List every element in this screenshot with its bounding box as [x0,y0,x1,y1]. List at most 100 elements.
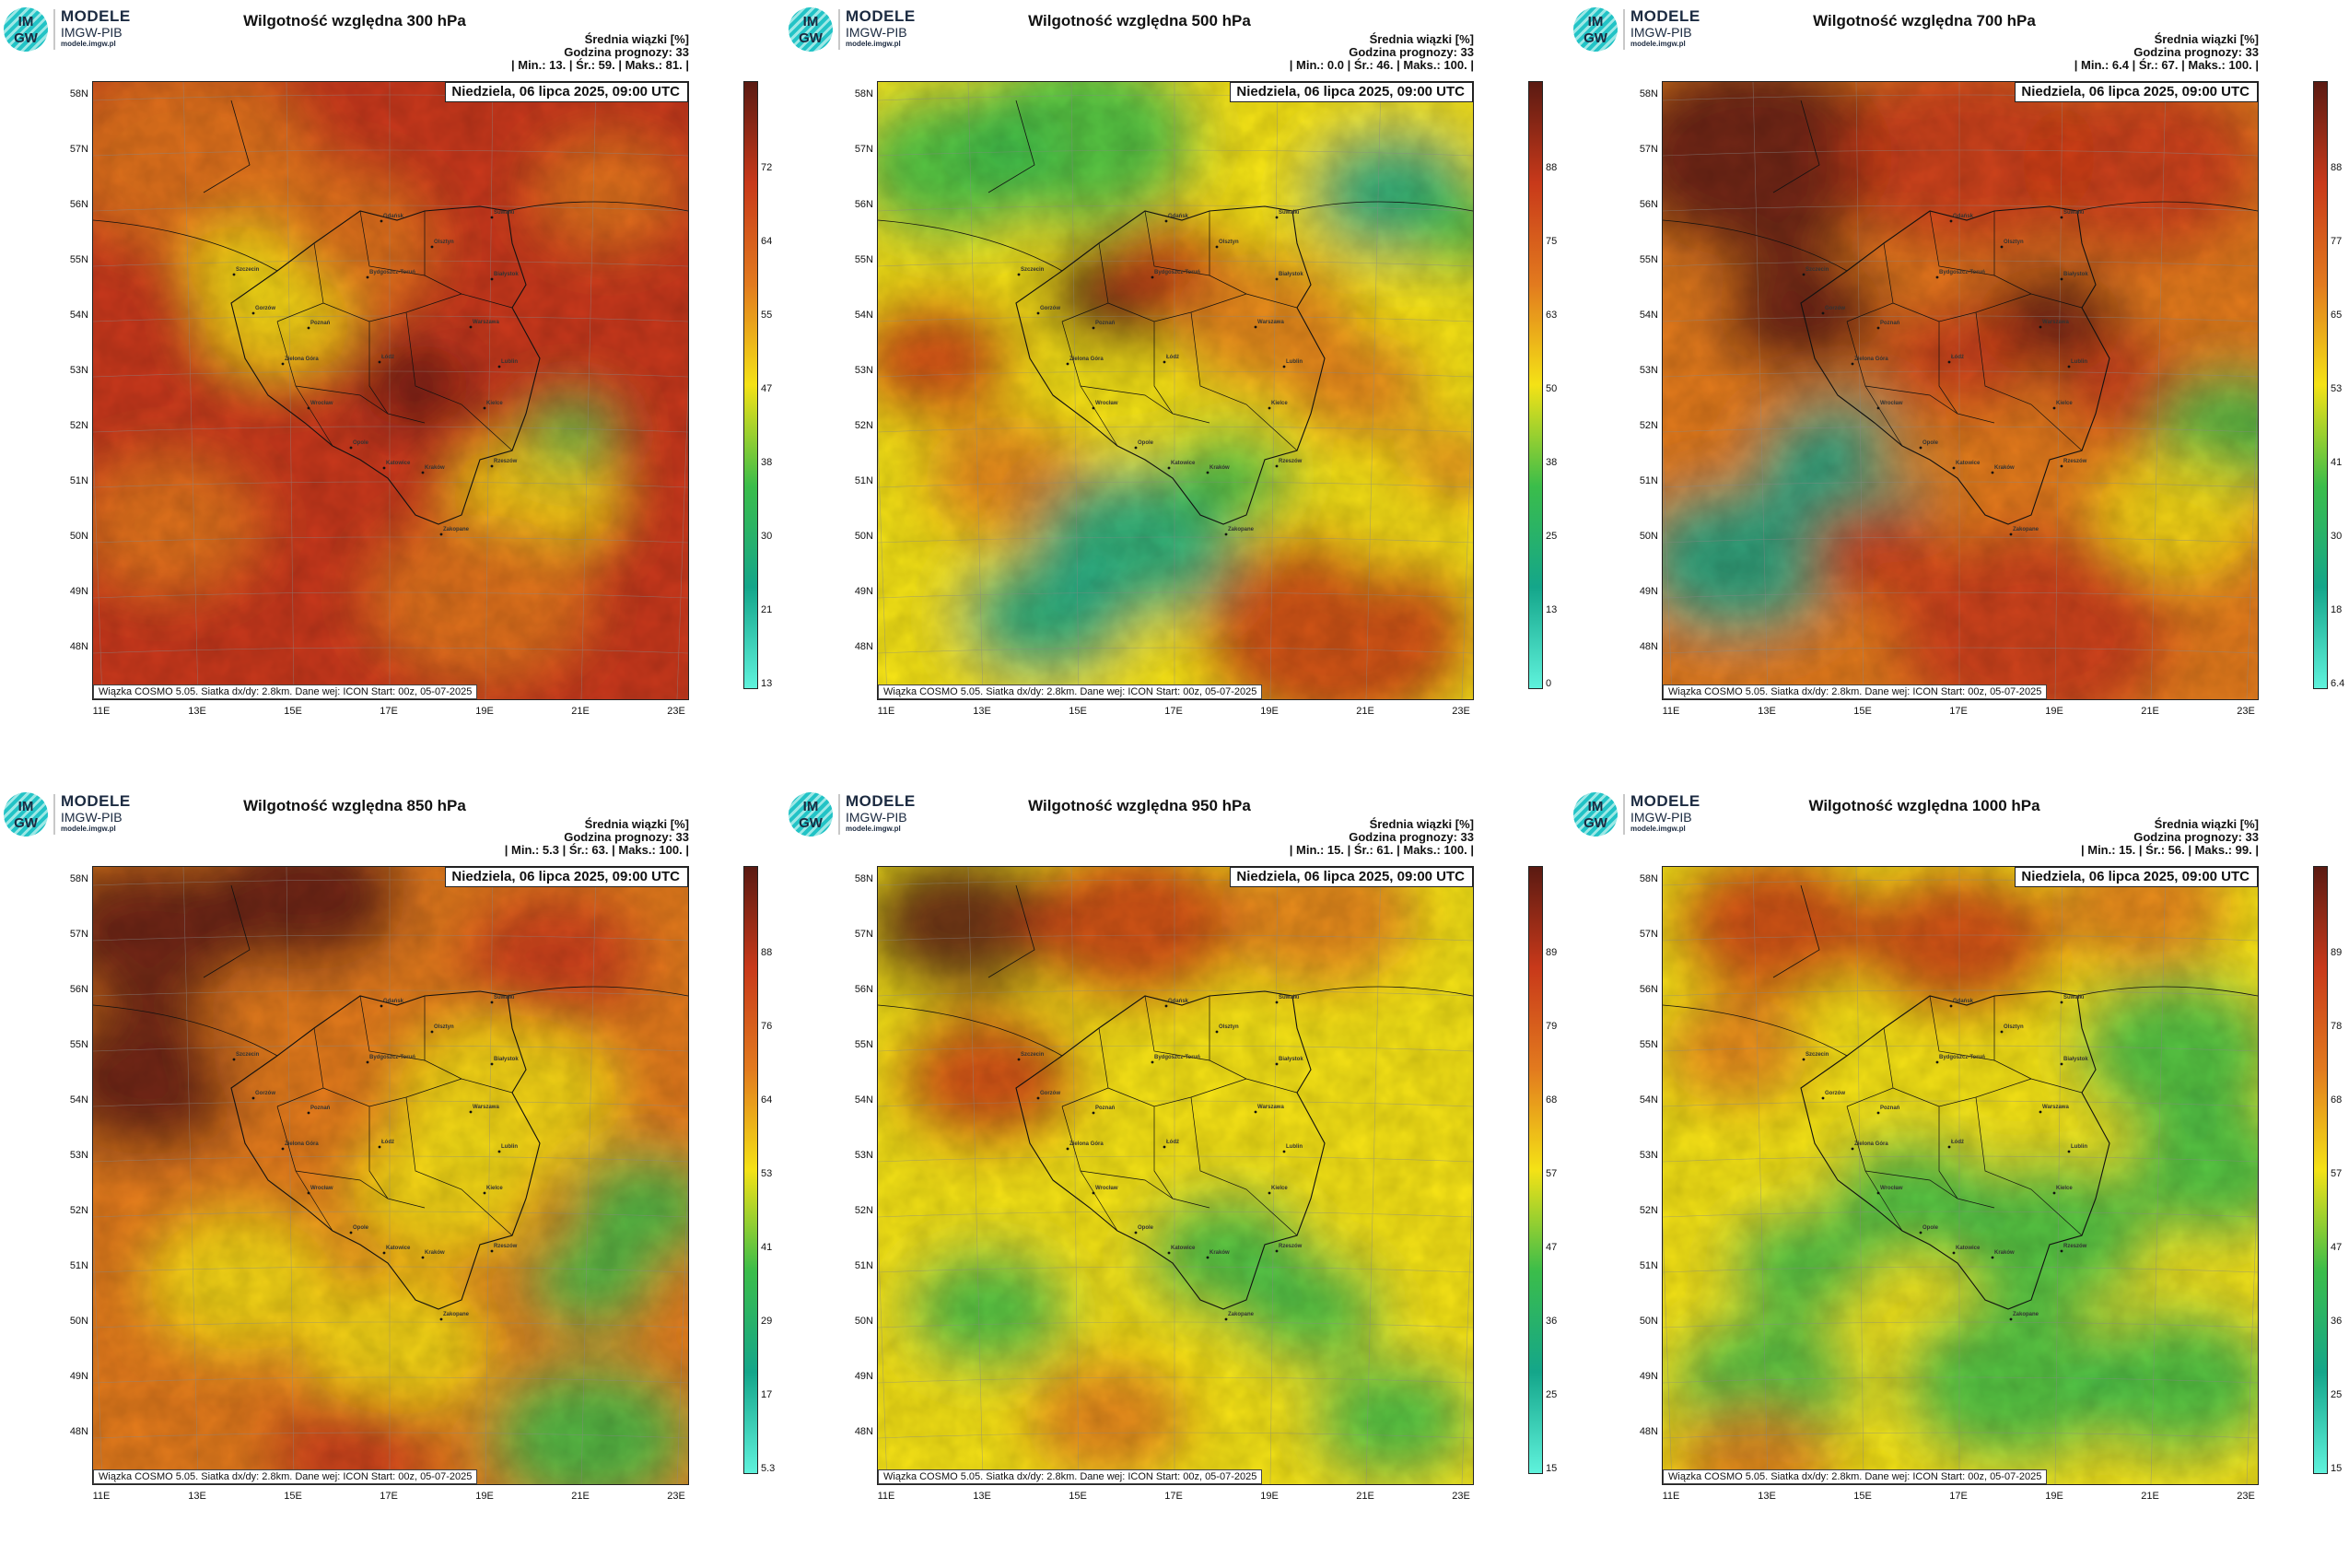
colorbar-label: 72 [761,162,773,173]
map-title: Wilgotność względna 1000 hPa [1808,797,2040,814]
city-label: Kraków [1210,465,1230,471]
city-marker [490,1000,494,1004]
region-border [1080,1170,1210,1209]
city-label: Olsztyn [434,240,454,245]
region-border [1975,311,2083,451]
city-label: Warszawa [1257,320,1284,325]
city-label: Warszawa [2042,1105,2069,1110]
city-label: Opole [1138,1225,1154,1231]
longitude-line [967,82,984,699]
city-marker [497,1150,501,1153]
colorbar-label: 50 [1546,383,1558,394]
latitude-line [878,989,1473,997]
colorbar-label: 36 [2331,1316,2343,1327]
city-marker [380,1004,383,1008]
city-label: Lublin [2071,359,2087,365]
longitude-line [1461,1167,1473,1484]
region-border [424,996,513,1094]
city-label: Kraków [425,1250,445,1256]
city-label: Gorzów [255,1091,275,1096]
forecast-hour: Godzina prognozy: 33 [1349,45,1474,59]
city-marker [1215,1030,1219,1034]
city-marker [430,1030,434,1034]
colorbar-label: 53 [761,1168,773,1179]
city-marker [1254,325,1257,329]
humidity-field: Gdańsk Olsztyn Suwałki Szczecin Bydgoszcz-To… [93,82,688,699]
region-border [359,995,426,1061]
city-marker [1163,360,1166,364]
colorbar-label: 38 [761,457,773,468]
city-label: Rzeszów [494,1244,518,1249]
city-label: Olsztyn [1219,1024,1239,1030]
humidity-field: Gdańsk Olsztyn Suwałki Szczecin Bydgoszcz-To… [93,867,688,1484]
map-area: Gdańsk Olsztyn Suwałki Szczecin Bydgoszcz-To… [877,81,1474,700]
latitude-label: 55N [1639,254,1658,265]
city-label: Suwałki [494,210,515,216]
city-label: Zakopane [1228,527,1255,532]
city-marker [2060,1000,2063,1004]
city-label: Rzeszów [1279,459,1303,464]
coastline [878,99,1473,272]
city-label: Białystok [2063,272,2088,277]
region-border [359,210,426,276]
city-marker [2067,1150,2071,1153]
map-title: Wilgotność względna 700 hPa [1813,12,2036,29]
city-marker [1017,273,1021,276]
longitude-line [2246,382,2258,699]
city-label: Suwałki [2063,995,2085,1000]
longitude-line [485,867,494,1484]
city-marker [1947,1145,1951,1149]
city-label: Białystok [494,272,519,277]
longitude-line [1269,867,1279,1484]
city-marker [469,1110,473,1114]
city-marker [2067,365,2071,369]
city-marker [1802,1058,1806,1061]
city-marker [307,1111,310,1115]
latitude-line [878,1155,1473,1163]
logo-subtitle: IMGW-PIB [61,25,123,40]
city-marker [366,1060,369,1064]
longitude-line [93,1219,103,1484]
city-marker [378,1145,381,1149]
city-label: Bydgoszcz-Toruń [1939,270,1985,275]
city-label: Warszawa [1257,1105,1284,1110]
longitude-label: 21E [1356,1491,1374,1502]
city-marker [1215,245,1219,249]
city-marker [1164,1004,1168,1008]
city-marker [483,406,486,410]
logo-url: modele.imgw.pl [1630,825,1686,833]
city-marker [1224,1317,1228,1321]
longitude-line [485,82,494,699]
city-marker [1821,1096,1825,1100]
longitude-line [1365,82,1382,699]
city-label: Zielona Góra [1854,1141,1888,1147]
longitude-label: 19E [1260,1491,1279,1502]
humidity-field: Gdańsk Olsztyn Suwałki Szczecin Bydgoszcz-To… [1663,82,2258,699]
latitude-label: 53N [69,1150,88,1161]
latitude-line [93,1321,688,1328]
longitude-label: 15E [1069,1491,1087,1502]
colorbar-label: 47 [1546,1242,1558,1253]
stats-block: Średnia wiązki [%] Godzina prognozy: 33 … [2074,33,2259,72]
colorbar-label: 55 [761,310,773,321]
city-label: Zakopane [443,527,470,532]
longitude-label: 11E [877,1491,895,1502]
region-border [1929,210,1995,276]
stats-block: Średnia wiązki [%] Godzina prognozy: 33 … [505,818,689,857]
coastline [93,99,688,272]
longitude-label: 23E [1452,1491,1470,1502]
longitude-line [2150,82,2167,699]
colorbar-label: 65 [2331,310,2343,321]
city-marker [251,311,255,315]
longitude-line [1461,382,1473,699]
colorbar-label: 47 [2331,1242,2343,1253]
city-label: Kraków [1994,1250,2015,1256]
latitude-line [1663,1321,2258,1328]
city-label: Rzeszów [1279,1244,1303,1249]
latitude-line [93,536,688,544]
city-marker [366,275,369,279]
city-label: Białystok [494,1057,519,1062]
latitude-label: 48N [69,1426,88,1437]
stats-values: | Min.: 6.4 | Śr.: 67. | Maks.: 100. | [2074,58,2259,72]
colorbar-label: 25 [1546,1389,1558,1400]
